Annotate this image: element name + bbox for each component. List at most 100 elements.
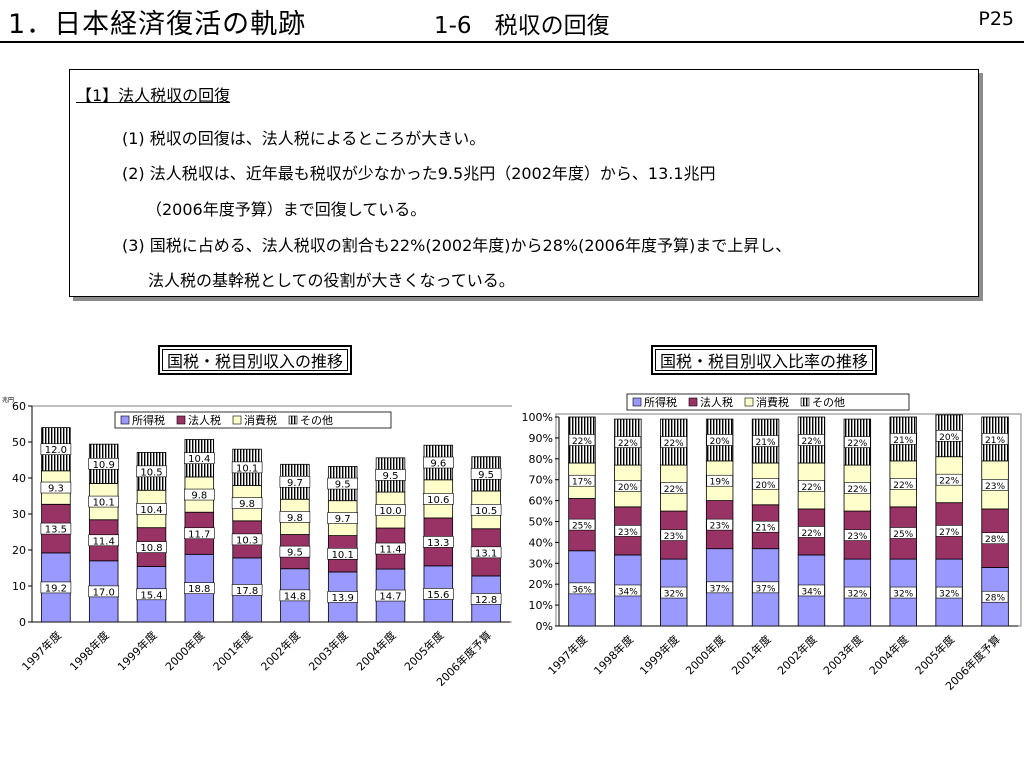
page-title: 1．日本経済復活の軌跡 <box>8 9 307 40</box>
amount-data-label: 14.8 <box>279 589 311 602</box>
ratio-data-label-text: 27% <box>939 528 959 538</box>
ratio-data-label-text: 22% <box>801 437 821 447</box>
ratio-legend-box <box>626 393 910 411</box>
ratio-data-label-text: 21% <box>756 438 776 448</box>
ratio-data-label-box <box>798 480 825 492</box>
ratio-data-label-box <box>706 581 733 594</box>
amount-category-label: 1998年度 <box>67 628 112 673</box>
amount-data-label-box <box>88 457 119 470</box>
amount-data-label-box <box>184 488 215 501</box>
amount-data-label: 12.8 <box>470 593 502 606</box>
ratio-data-label-box <box>844 586 871 599</box>
amount-data-label: 9.6 <box>422 456 454 470</box>
amount-data-label: 11.4 <box>88 534 119 547</box>
amount-data-label: 19.2 <box>40 581 72 594</box>
ratio-data-label: 23% <box>981 479 1009 492</box>
ratio-y-tick-label: 60% <box>529 495 553 508</box>
ratio-data-label-text: 22% <box>847 485 867 495</box>
ratio-data-label: 25% <box>568 518 596 532</box>
ratio-legend-swatch <box>688 397 698 407</box>
ratio-data-label-text: 34% <box>801 587 821 597</box>
amount-legend-swatch <box>232 415 242 425</box>
summary-line-2: (2) 法人税収は、近年最も税収が少なかった9.5兆円（2002年度）から、13… <box>122 164 716 183</box>
ratio-y-tick-label: 90% <box>529 432 553 445</box>
ratio-data-label: 20% <box>752 478 779 491</box>
ratio-data-label: 22% <box>660 482 688 495</box>
ratio-data-label: 21% <box>752 435 779 448</box>
amount-data-label: 10.5 <box>470 504 502 517</box>
ratio-data-label-text: 20% <box>756 481 776 491</box>
ratio-data-label-text: 20% <box>618 483 638 493</box>
ratio-data-label: 21% <box>752 520 779 534</box>
amount-data-label-box <box>327 591 359 603</box>
ratio-data-label-box <box>935 430 963 442</box>
ratio-data-label-box <box>889 586 917 599</box>
ratio-data-label: 25% <box>889 527 917 540</box>
amount-data-label-box <box>40 581 72 594</box>
ratio-category-label: 1997年度 <box>545 632 590 677</box>
ratio-category-label: 2004年度 <box>866 632 911 677</box>
ratio-y-tick-label: 10% <box>529 599 553 612</box>
title-divider <box>0 41 1024 43</box>
ratio-data-label-box <box>706 434 733 446</box>
ratio-data-label: 17% <box>568 474 596 488</box>
ratio-data-label-text: 22% <box>801 483 821 493</box>
amount-data-label-text: 10.6 <box>427 495 449 506</box>
ratio-data-label-text: 28% <box>985 535 1005 545</box>
ratio-y-tick-label: 100% <box>522 411 553 424</box>
ratio-data-label-box <box>935 586 963 599</box>
ratio-data-label-text: 21% <box>893 436 913 446</box>
amount-legend-swatch <box>176 415 186 425</box>
ratio-legend: 所得税 法人税 消費税 その他 <box>626 393 910 411</box>
ratio-data-label: 23% <box>844 529 871 542</box>
ratio-data-label-box <box>889 478 917 490</box>
amount-data-label: 9.8 <box>184 488 215 502</box>
ratio-y-tick-label: 20% <box>529 578 553 591</box>
ratio-data-label: 22% <box>660 436 688 449</box>
ratio-data-label: 21% <box>981 433 1009 446</box>
amount-data-label: 14.7 <box>375 589 406 603</box>
ratio-data-label: 22% <box>798 434 825 447</box>
ratio-data-label-text: 22% <box>939 477 959 487</box>
amount-data-label-box <box>136 541 167 553</box>
ratio-data-label-box <box>752 478 779 490</box>
ratio-data-label-text: 32% <box>847 590 867 600</box>
ratio-data-label-box <box>798 584 825 597</box>
amount-data-label-box <box>40 443 72 456</box>
amount-data-label-text: 9.5 <box>287 548 303 559</box>
ratio-category-label: 2003年度 <box>820 632 865 677</box>
ratio-data-label-box <box>798 434 825 446</box>
chart-title-amounts: 国税・税目別収入の推移 <box>158 345 353 375</box>
summary-line-5: 法人税の基幹税としての役割が大きくなっている。 <box>148 271 515 290</box>
ratio-data-label: 20% <box>706 434 733 447</box>
ratio-data-label-text: 37% <box>756 584 776 594</box>
amount-legend-label: 消費税 <box>244 413 277 427</box>
ratio-data-label-box <box>844 436 871 448</box>
amount-data-label-text: 11.7 <box>188 529 210 540</box>
amount-data-label-box <box>279 589 311 602</box>
ratio-data-label-text: 22% <box>664 485 684 495</box>
amount-data-label: 10.3 <box>231 533 263 546</box>
amount-category-label: 1999年度 <box>114 628 159 673</box>
amount-data-label-text: 18.8 <box>188 584 210 595</box>
ratio-data-label-text: 28% <box>985 594 1005 604</box>
ratio-data-label: 19% <box>706 474 733 488</box>
amount-data-label-box <box>375 542 406 555</box>
ratio-data-label: 32% <box>889 586 917 600</box>
amount-data-label: 11.7 <box>184 527 215 540</box>
amount-data-label-text: 17.0 <box>93 587 115 598</box>
ratio-data-label: 22% <box>844 482 871 495</box>
amount-data-label: 10.0 <box>375 504 406 517</box>
amount-data-label-text: 9.7 <box>287 478 303 489</box>
ratio-data-label: 20% <box>935 430 963 443</box>
amount-data-label-text: 11.4 <box>379 545 401 556</box>
amount-data-label-text: 9.8 <box>191 491 207 502</box>
ratio-data-label: 22% <box>935 473 963 487</box>
amount-data-label-text: 9.5 <box>383 471 399 482</box>
ratio-data-label: 37% <box>752 581 779 594</box>
amount-data-label-box <box>422 588 454 600</box>
summary-line-1: (1) 税収の回復は、法人税によるところが大きい。 <box>122 129 486 148</box>
amount-data-label: 15.6 <box>422 588 454 601</box>
amount-data-label-text: 10.3 <box>236 535 258 546</box>
ratio-data-label-text: 23% <box>618 528 638 538</box>
